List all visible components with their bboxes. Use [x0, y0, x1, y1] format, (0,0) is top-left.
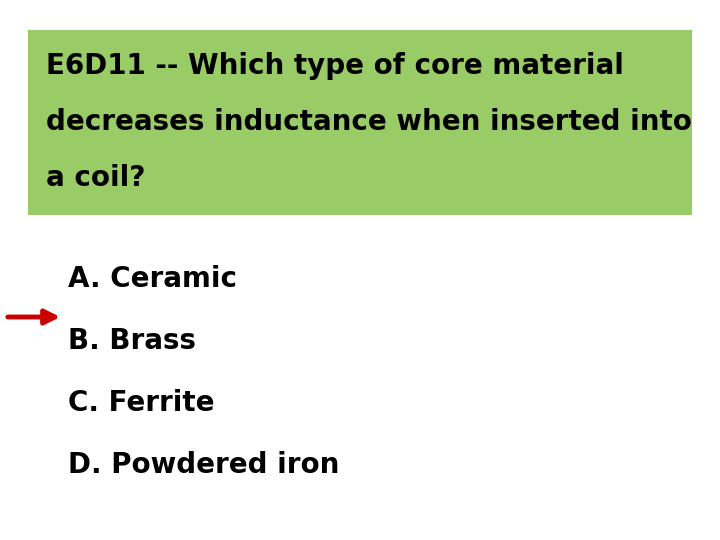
FancyBboxPatch shape [28, 30, 692, 215]
Text: a coil?: a coil? [46, 164, 145, 192]
Text: E6D11 -- Which type of core material: E6D11 -- Which type of core material [46, 52, 624, 80]
Text: B. Brass: B. Brass [68, 327, 196, 355]
Text: A. Ceramic: A. Ceramic [68, 265, 237, 293]
Text: D. Powdered iron: D. Powdered iron [68, 451, 339, 479]
Text: C. Ferrite: C. Ferrite [68, 389, 215, 417]
Text: decreases inductance when inserted into: decreases inductance when inserted into [46, 108, 692, 136]
